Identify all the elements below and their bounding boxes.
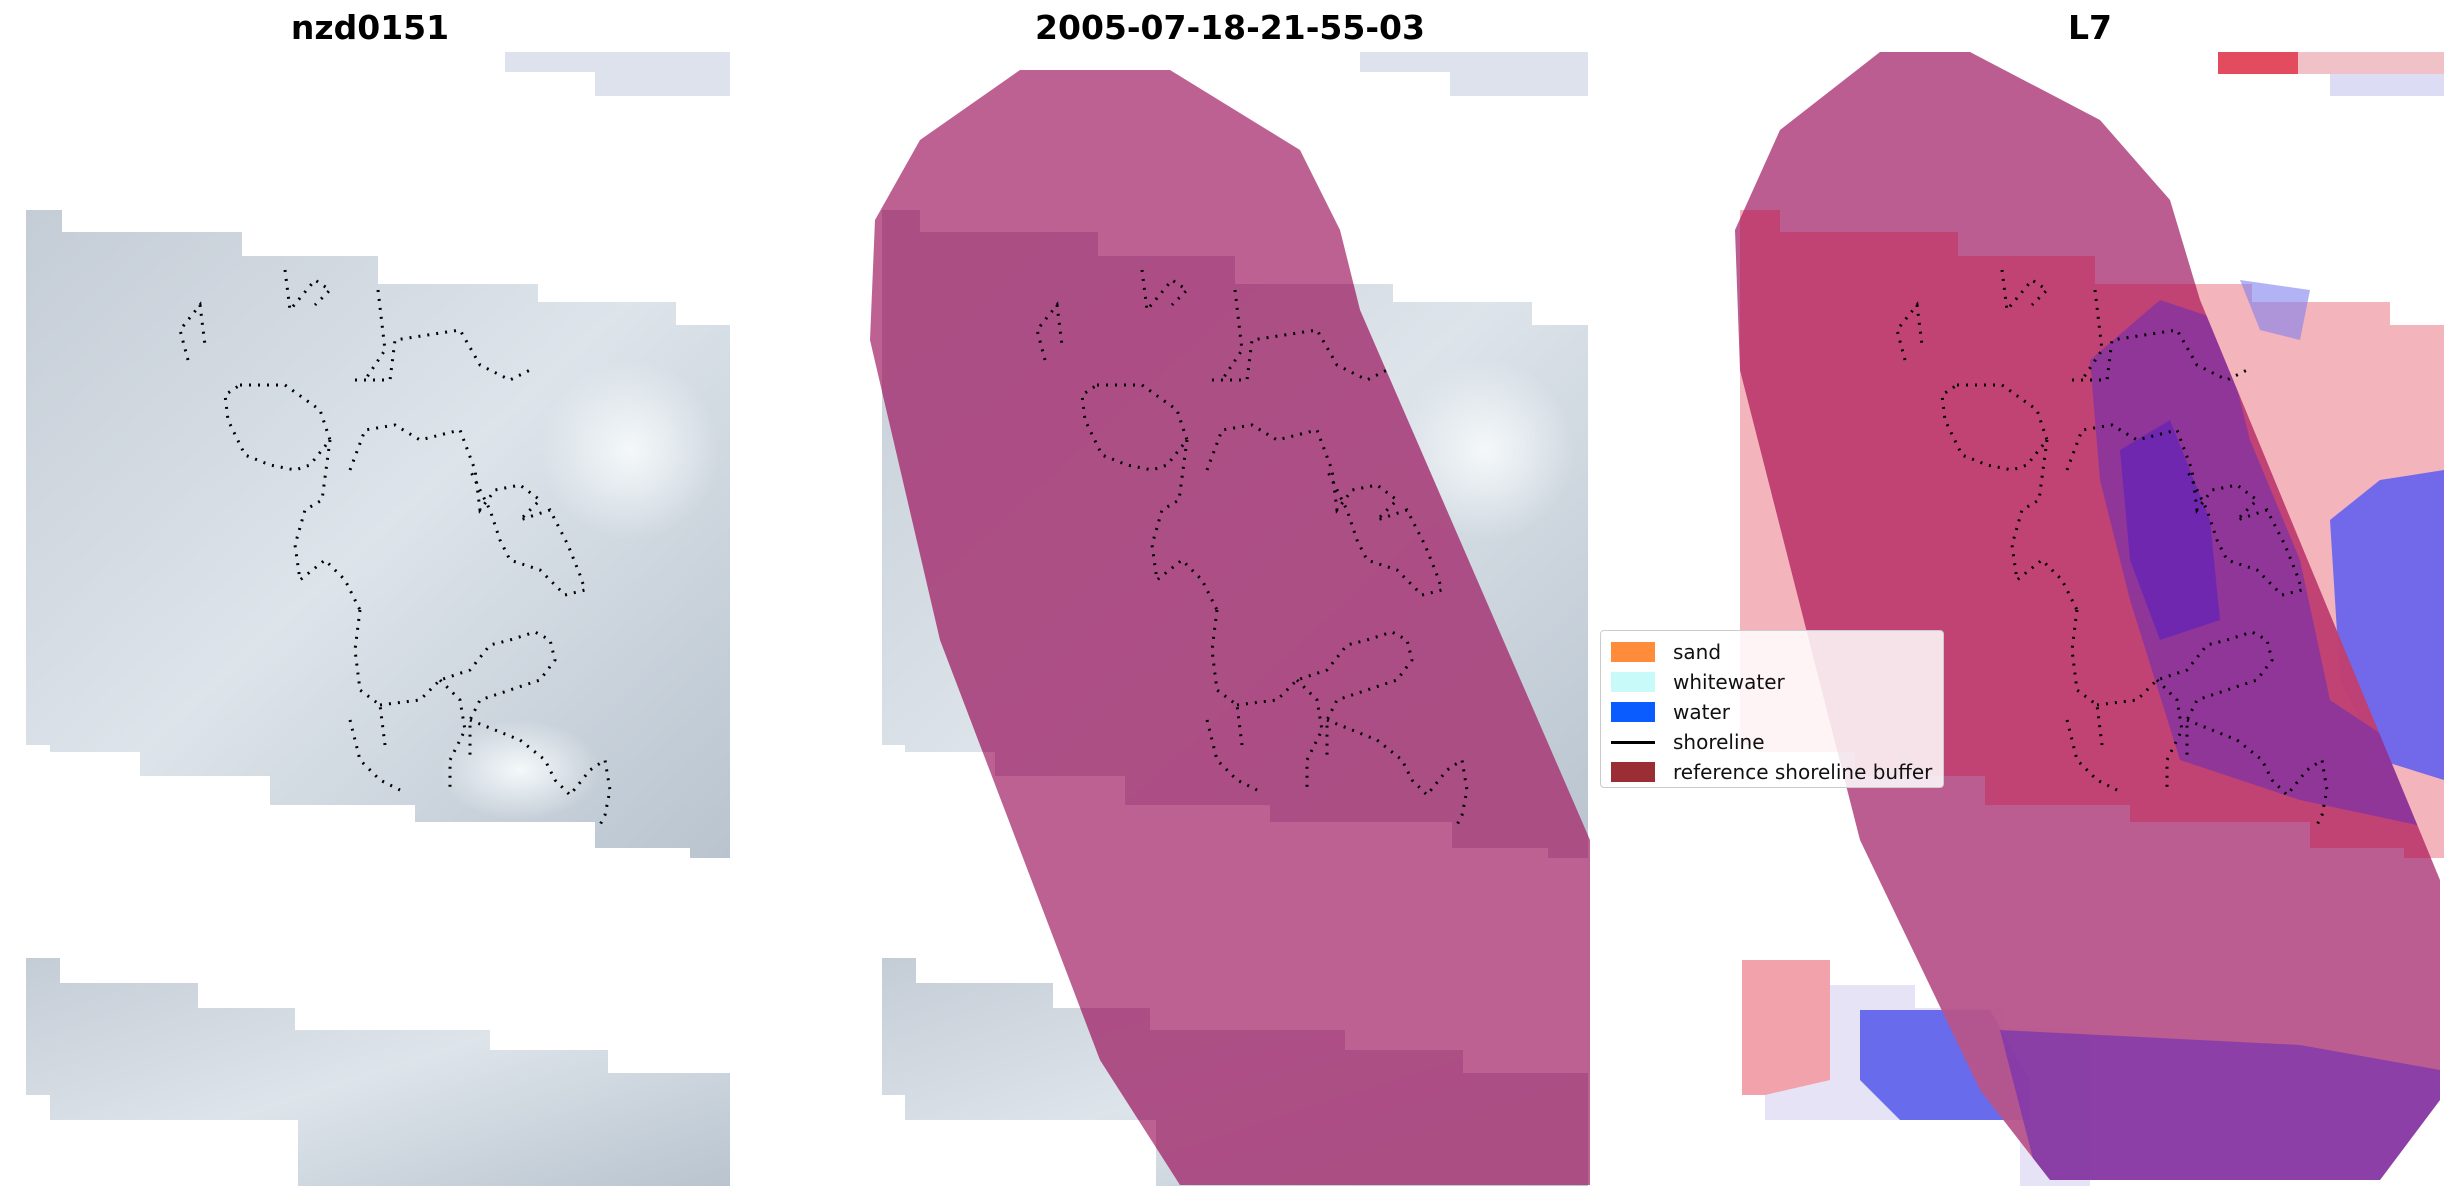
imagery-top-strip — [1360, 52, 1588, 96]
whitewater-swatch — [1611, 672, 1655, 692]
imagery-top-strip — [505, 52, 730, 96]
panel-index — [1735, 52, 2444, 1186]
legend-item-buffer: reference shoreline buffer — [1611, 757, 1933, 787]
imagery-main-swath — [26, 210, 730, 858]
sand-swatch — [1611, 642, 1655, 662]
legend-label: sand — [1673, 640, 1722, 664]
legend-label: shoreline — [1673, 730, 1765, 754]
index-top-strip-cool — [2330, 74, 2444, 96]
buffer-swatch — [1611, 762, 1655, 782]
imagery-bottom-strip — [26, 958, 730, 1186]
legend-label: reference shoreline buffer — [1673, 760, 1933, 784]
panel-title-date: 2005-07-18-21-55-03 — [1035, 8, 1425, 47]
legend-label: water — [1673, 700, 1730, 724]
water-swatch — [1611, 702, 1655, 722]
panel-title-rgb: nzd0151 — [290, 8, 450, 47]
panel-title-sensor: L7 — [2068, 8, 2112, 47]
legend-item-sand: sand — [1611, 637, 1933, 667]
index-swath-negative — [2240, 280, 2310, 340]
buffer-index-negative — [2000, 1030, 2440, 1180]
imagery-bright-patch — [440, 720, 600, 820]
legend-item-shoreline: shoreline — [1611, 727, 1933, 757]
index-top-strip-hot — [2218, 52, 2298, 74]
buffer-index-negative — [2120, 420, 2220, 640]
shoreline-line-icon — [1611, 740, 1655, 744]
legend-item-whitewater: whitewater — [1611, 667, 1933, 697]
panel-buffer — [870, 52, 1590, 1186]
index-bottom-positive — [1742, 960, 1830, 1095]
legend-label: whitewater — [1673, 670, 1785, 694]
buffer-index-negative — [2090, 300, 2440, 830]
legend: sand whitewater water shoreline referenc… — [1600, 630, 1944, 788]
imagery-bright-patch — [540, 360, 720, 540]
legend-item-water: water — [1611, 697, 1933, 727]
panel-rgb — [26, 52, 730, 1186]
